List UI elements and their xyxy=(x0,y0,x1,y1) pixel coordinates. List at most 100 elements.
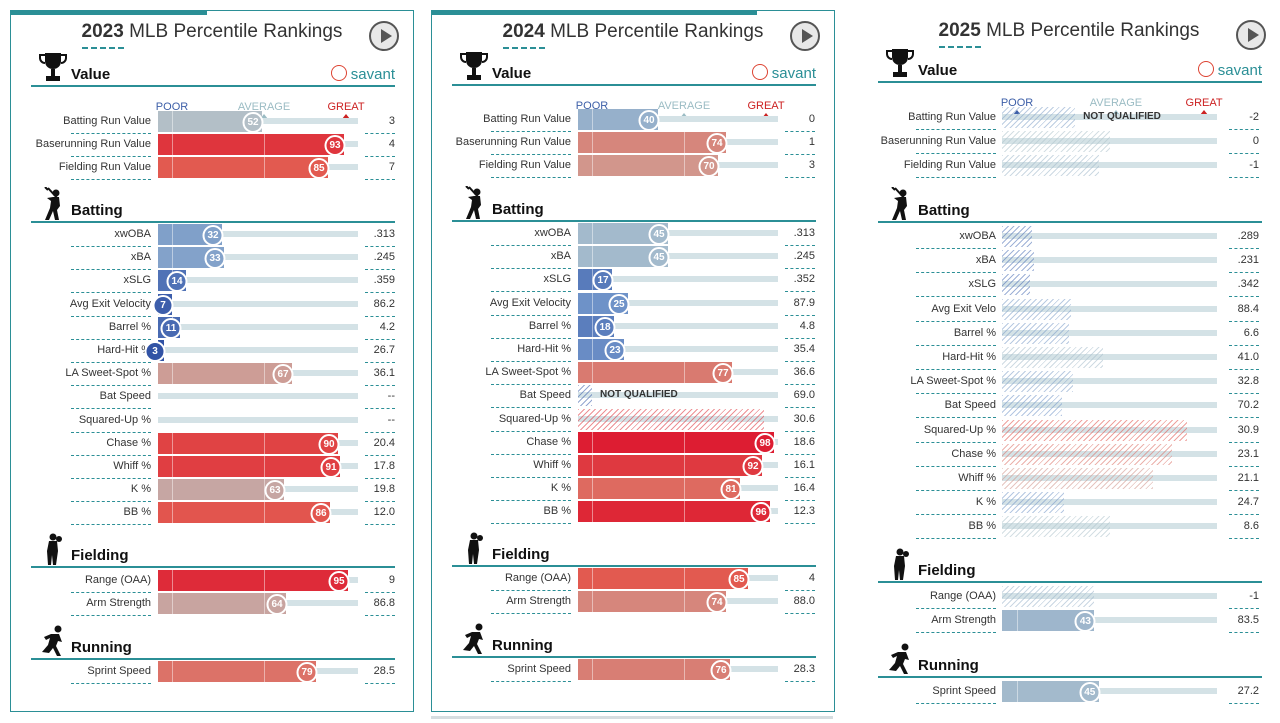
metric-row[interactable]: Arm Strength 43 83.5 xyxy=(874,610,1259,634)
metric-row[interactable]: Fielding Run Value 70 3 xyxy=(449,155,815,179)
metric-value: .245 xyxy=(793,250,815,263)
row-divider xyxy=(785,314,815,316)
metric-label: Sprint Speed xyxy=(932,685,996,697)
metric-row[interactable]: Batting Run Value NOT QUALIFIED -2 xyxy=(874,107,1259,130)
metric-row[interactable]: K % 81 16.4 xyxy=(449,478,815,502)
metric-row[interactable]: Chase % 98 18.6 xyxy=(449,431,815,455)
runner-icon xyxy=(886,642,914,676)
metric-row[interactable]: Hard-Hit % 3 26.7 xyxy=(29,340,395,363)
row-divider xyxy=(1229,393,1259,395)
metric-label: Whiff % xyxy=(533,459,571,471)
metric-row[interactable]: Barrel % 18 4.8 xyxy=(449,315,815,339)
metric-row[interactable]: Chase % 90 20.4 xyxy=(29,432,395,456)
metric-row[interactable]: Range (OAA) 85 4 xyxy=(449,568,815,591)
percentile-badge: 3 xyxy=(144,341,166,362)
savant-logo[interactable]: savant xyxy=(330,65,395,83)
metric-row[interactable]: Bat Speed -- xyxy=(29,386,395,410)
metric-value: 87.9 xyxy=(793,296,815,309)
savant-logo[interactable]: savant xyxy=(751,64,816,82)
percentile-bar xyxy=(158,456,340,477)
metric-row[interactable]: Hard-Hit % 41.0 xyxy=(874,347,1259,370)
metric-row[interactable]: Range (OAA) -1 xyxy=(874,586,1259,609)
metric-label: Squared-Up % xyxy=(78,413,151,426)
metric-row[interactable]: Whiff % 91 17.8 xyxy=(29,456,395,479)
row-divider xyxy=(365,179,395,181)
percentile-track xyxy=(158,323,358,330)
percentile-track xyxy=(1002,354,1217,360)
bar-tick xyxy=(684,501,685,523)
play-button[interactable] xyxy=(790,21,820,51)
percentile-bar xyxy=(1002,226,1033,247)
metric-row[interactable]: Baserunning Run Value 74 1 xyxy=(449,132,815,156)
metric-row[interactable]: Avg Exit Velocity 25 87.9 xyxy=(449,292,815,316)
metric-value: -2 xyxy=(1249,111,1259,123)
row-divider xyxy=(365,431,395,433)
metric-row[interactable]: LA Sweet-Spot % 77 36.6 xyxy=(449,362,815,386)
section-batting: Batting xyxy=(878,186,1262,223)
row-divider xyxy=(71,338,151,340)
metric-row[interactable]: Sprint Speed 76 28.3 xyxy=(449,659,815,682)
row-divider xyxy=(785,337,815,339)
metric-row[interactable]: Avg Exit Velocity 7 86.2 xyxy=(29,293,395,317)
metric-row[interactable]: xwOBA .289 xyxy=(874,226,1259,249)
metric-row[interactable]: Barrel % 11 4.2 xyxy=(29,316,395,340)
metric-row[interactable]: Baserunning Run Value 0 xyxy=(874,131,1259,155)
metric-row[interactable]: K % 63 19.8 xyxy=(29,479,395,503)
metric-row[interactable]: xBA .231 xyxy=(874,250,1259,274)
metric-row[interactable]: xwOBA 45 .313 xyxy=(449,223,815,246)
metric-row[interactable]: LA Sweet-Spot % 67 36.1 xyxy=(29,363,395,387)
metric-row[interactable]: Sprint Speed 79 28.5 xyxy=(29,661,395,684)
row-divider xyxy=(916,632,996,634)
metric-label: Whiff % xyxy=(113,460,151,472)
metric-row[interactable]: Bat Speed NOT QUALIFIED 69.0 xyxy=(449,385,815,409)
metric-row[interactable]: Chase % 23.1 xyxy=(874,443,1259,467)
metric-row[interactable]: Batting Run Value 52 3 xyxy=(29,111,395,134)
row-divider xyxy=(491,613,571,615)
row-divider xyxy=(916,608,996,609)
row-divider xyxy=(365,246,395,247)
metric-row[interactable]: xBA 45 .245 xyxy=(449,246,815,270)
metric-row[interactable]: Avg Exit Velo 88.4 xyxy=(874,298,1259,322)
metric-value: 24.7 xyxy=(1237,496,1259,509)
percentile-badge: 77 xyxy=(712,363,734,385)
bar-tick xyxy=(684,659,685,680)
metric-row[interactable]: xBA 33 .245 xyxy=(29,247,395,271)
metric-label: Fielding Run Value xyxy=(478,159,571,172)
play-button[interactable] xyxy=(369,21,399,51)
metric-row[interactable]: Arm Strength 64 86.8 xyxy=(29,593,395,617)
metric-row[interactable]: Baserunning Run Value 93 4 xyxy=(29,134,395,158)
row-divider xyxy=(1229,465,1259,467)
metric-row[interactable]: Barrel % 6.6 xyxy=(874,322,1259,346)
metric-row[interactable]: Whiff % 21.1 xyxy=(874,468,1259,491)
metric-row[interactable]: Squared-Up % 30.6 xyxy=(449,408,815,432)
metric-row[interactable]: BB % 86 12.0 xyxy=(29,502,395,526)
metric-row[interactable]: Bat Speed 70.2 xyxy=(874,395,1259,419)
metric-row[interactable]: Fielding Run Value -1 xyxy=(874,155,1259,179)
row-divider xyxy=(1229,538,1259,540)
metric-row[interactable]: Fielding Run Value 85 7 xyxy=(29,157,395,181)
percentile-bar xyxy=(578,478,740,500)
percentile-badge: 43 xyxy=(1074,611,1096,633)
metric-row[interactable]: BB % 96 12.3 xyxy=(449,501,815,525)
metric-row[interactable]: Arm Strength 74 88.0 xyxy=(449,591,815,615)
metric-row[interactable]: Squared-Up % -- xyxy=(29,410,395,433)
metric-row[interactable]: BB % 8.6 xyxy=(874,516,1259,540)
savant-logo[interactable]: savant xyxy=(1197,61,1262,79)
metric-row[interactable]: Hard-Hit % 23 35.4 xyxy=(449,339,815,362)
metric-row[interactable]: Batting Run Value 40 0 xyxy=(449,109,815,132)
metric-label: xBA xyxy=(975,254,996,267)
percentile-badge: 45 xyxy=(648,247,670,269)
section-title: Value xyxy=(918,62,958,79)
metric-row[interactable]: Whiff % 92 16.1 xyxy=(449,455,815,478)
metric-row[interactable]: LA Sweet-Spot % 32.8 xyxy=(874,371,1259,395)
metric-row[interactable]: Squared-Up % 30.9 xyxy=(874,419,1259,443)
metric-row[interactable]: Sprint Speed 45 27.2 xyxy=(874,681,1259,704)
metric-row[interactable]: xSLG .342 xyxy=(874,274,1259,298)
metric-row[interactable]: xSLG 17 .352 xyxy=(449,269,815,293)
metric-row[interactable]: Range (OAA) 95 9 xyxy=(29,570,395,593)
metric-row[interactable]: xwOBA 32 .313 xyxy=(29,224,395,247)
bar-tick xyxy=(684,431,685,453)
metric-row[interactable]: xSLG 14 .359 xyxy=(29,270,395,294)
play-button[interactable] xyxy=(1236,20,1266,50)
metric-row[interactable]: K % 24.7 xyxy=(874,492,1259,516)
